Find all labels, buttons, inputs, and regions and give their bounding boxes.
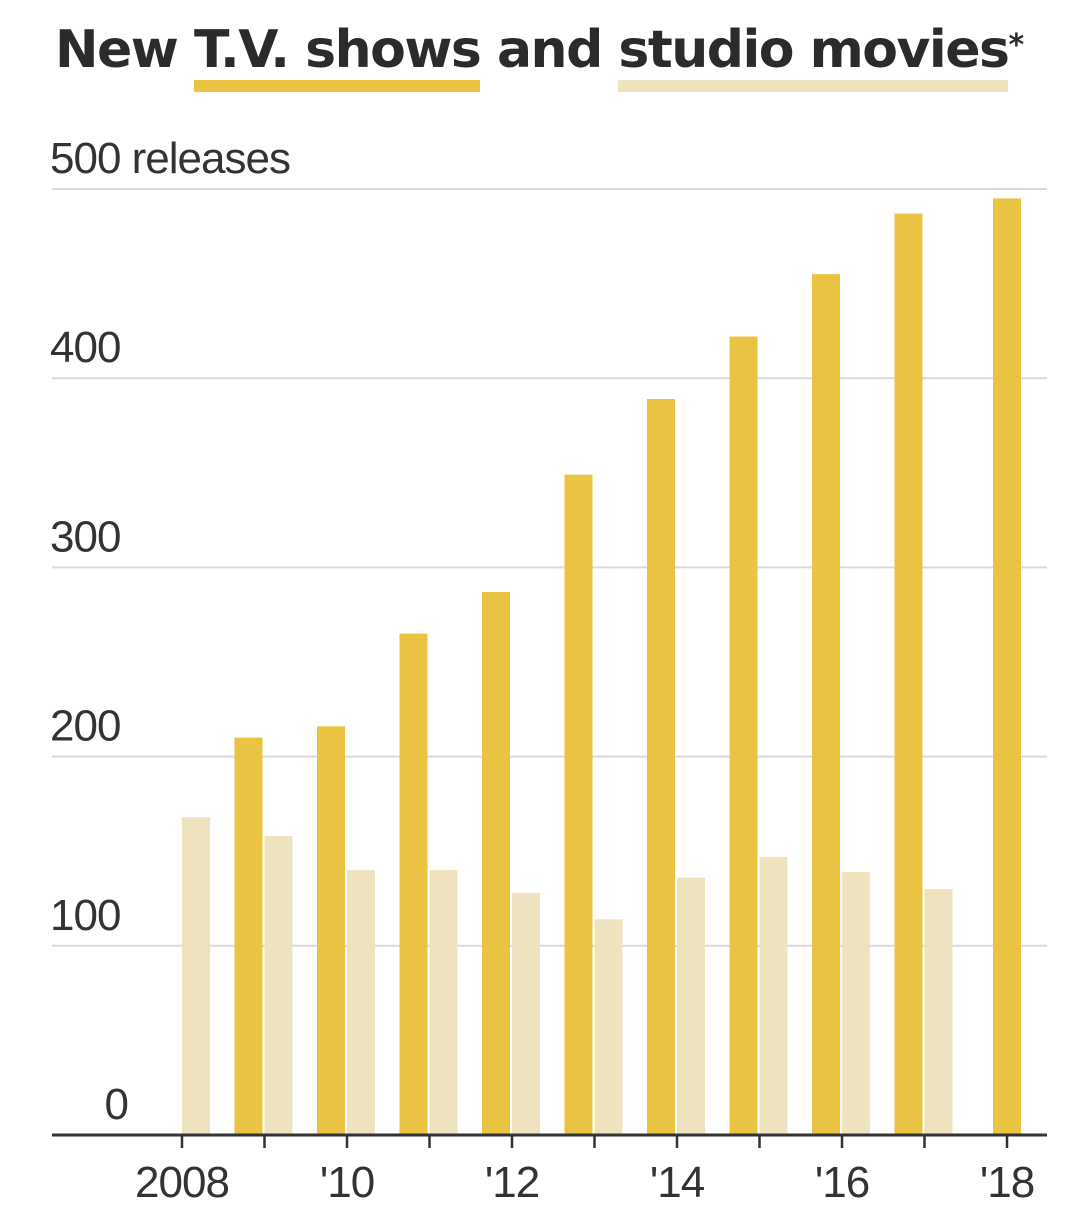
bar-tv-2012 [482, 591, 510, 1135]
x-tick-label-2008: 2008 [135, 1158, 229, 1207]
bar-movies-2010 [347, 870, 375, 1135]
y-tick-label-0: 0 [105, 1080, 128, 1129]
bar-tv-2009 [234, 737, 263, 1135]
title-studio-movies: studio movies [618, 20, 1010, 92]
bar-tv-2016 [812, 274, 840, 1135]
bar-movies-2011 [429, 870, 458, 1135]
grid-lines [52, 188, 1047, 947]
chart-title: New T.V. shows and studio movies* [55, 18, 1024, 92]
title-asterisk: * [1008, 28, 1024, 63]
x-tick-label-2012: '12 [485, 1158, 539, 1207]
x-axis [52, 1133, 1047, 1148]
bar-tv-2013 [564, 474, 593, 1135]
x-tick-label-2014: '14 [650, 1158, 705, 1207]
x-tick-label-2018: '18 [980, 1158, 1034, 1207]
y-tick-label-200: 200 [50, 702, 120, 751]
title-tv-shows: T.V. shows [193, 20, 482, 92]
bar-movies-2008 [182, 817, 210, 1135]
x-tick-label-2016: '16 [815, 1158, 869, 1207]
bar-movies-2012 [512, 892, 540, 1135]
bars [182, 198, 1021, 1136]
bar-tv-2015 [729, 336, 758, 1135]
bar-tv-2014 [647, 399, 675, 1136]
y-tick-label-400: 400 [50, 323, 120, 372]
y-axis-labels: 0 100 200 300 400 500 releases [50, 134, 291, 1129]
bar-movies-2015 [759, 856, 788, 1135]
title-prefix: New [55, 20, 194, 80]
y-tick-label-500: 500 releases [50, 134, 290, 183]
bar-movies-2013 [594, 919, 623, 1135]
bar-movies-2017 [924, 889, 953, 1135]
bar-movies-2016 [842, 872, 870, 1135]
bar-tv-2018 [993, 198, 1021, 1135]
x-tick-label-2010: '10 [320, 1158, 374, 1207]
bar-movies-2009 [264, 836, 293, 1135]
bar-tv-2010 [317, 726, 345, 1135]
title-middle: and [480, 20, 619, 80]
y-tick-label-300: 300 [50, 512, 120, 561]
y-tick-label-100: 100 [50, 891, 120, 940]
x-axis-labels: 2008 '10 '12 '14 '16 '18 [135, 1158, 1035, 1207]
bar-tv-2017 [894, 213, 923, 1135]
bar-movies-2014 [677, 877, 705, 1135]
bar-tv-2011 [399, 633, 428, 1135]
